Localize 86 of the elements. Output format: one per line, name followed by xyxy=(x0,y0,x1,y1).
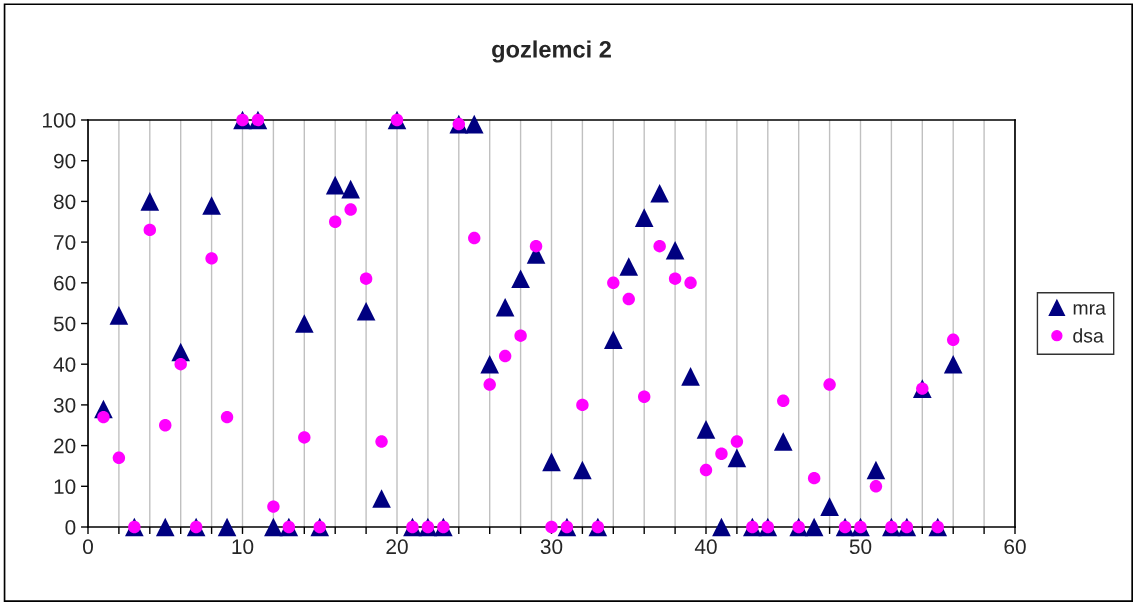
point xyxy=(820,497,839,516)
point xyxy=(665,240,685,260)
point xyxy=(511,269,530,289)
y-tick-label: 50 xyxy=(53,316,76,332)
point xyxy=(267,500,280,513)
point xyxy=(696,420,716,439)
point xyxy=(869,480,883,493)
point xyxy=(668,272,682,285)
point xyxy=(464,114,484,134)
point xyxy=(328,215,342,228)
y-tick-label: 70 xyxy=(54,235,76,250)
x-tick-label: 60 xyxy=(1004,539,1026,555)
point xyxy=(653,239,666,253)
x-tick-label: 40 xyxy=(694,539,717,555)
point xyxy=(97,410,110,424)
point xyxy=(344,203,357,216)
point xyxy=(159,419,172,432)
x-tick-label: 50 xyxy=(849,539,872,555)
y-tick-label: 100 xyxy=(43,113,76,128)
point xyxy=(681,367,700,386)
point xyxy=(823,378,836,391)
point xyxy=(294,314,314,333)
point xyxy=(375,435,388,448)
point xyxy=(140,192,160,211)
point xyxy=(607,276,620,290)
point xyxy=(298,431,311,444)
legend-label: dsa xyxy=(1073,328,1104,343)
point xyxy=(866,460,886,480)
point xyxy=(372,489,391,508)
point xyxy=(634,208,654,227)
point xyxy=(112,451,126,465)
point xyxy=(603,330,623,350)
y-tick-label: 30 xyxy=(53,397,76,413)
legend-label: mra xyxy=(1073,304,1106,315)
point xyxy=(529,239,543,253)
x-tick-label: 10 xyxy=(232,539,254,555)
point xyxy=(155,517,175,537)
x-tick-label: 0 xyxy=(83,539,93,555)
point xyxy=(712,517,731,537)
point xyxy=(356,301,376,321)
y-tick-label: 0 xyxy=(65,520,76,535)
point xyxy=(483,378,496,391)
point xyxy=(202,196,221,215)
y-tick-label: 80 xyxy=(53,194,76,210)
point xyxy=(684,276,697,290)
point xyxy=(480,354,500,374)
point xyxy=(804,517,824,537)
point xyxy=(341,179,360,199)
y-tick-label: 60 xyxy=(54,275,76,291)
point xyxy=(622,292,635,306)
point xyxy=(264,517,283,537)
point xyxy=(576,398,589,412)
point xyxy=(174,357,187,371)
point xyxy=(495,297,515,317)
point xyxy=(619,257,639,276)
point xyxy=(514,329,527,342)
point xyxy=(359,272,373,285)
point xyxy=(217,517,237,537)
point xyxy=(542,452,561,472)
y-tick-label: 90 xyxy=(54,153,76,169)
point xyxy=(143,223,157,237)
point xyxy=(730,435,744,448)
point xyxy=(468,231,481,245)
point xyxy=(205,252,218,265)
point xyxy=(807,471,821,485)
point xyxy=(773,432,793,451)
point xyxy=(220,410,234,424)
point xyxy=(946,333,960,346)
x-tick-label: 30 xyxy=(540,539,563,555)
point xyxy=(777,394,790,408)
point xyxy=(545,520,558,534)
point xyxy=(109,306,129,325)
y-tick-label: 10 xyxy=(54,479,76,495)
point xyxy=(650,183,669,203)
y-tick-label: 20 xyxy=(54,438,76,454)
point xyxy=(325,175,345,195)
point xyxy=(943,354,963,374)
point xyxy=(498,349,512,363)
point xyxy=(637,390,651,403)
point xyxy=(573,460,592,480)
x-tick-label: 20 xyxy=(386,539,408,555)
point xyxy=(727,448,747,468)
point xyxy=(715,447,728,460)
point xyxy=(699,463,713,477)
chart-title: gozlemci 2 xyxy=(492,40,611,63)
y-tick-label: 40 xyxy=(53,357,76,372)
